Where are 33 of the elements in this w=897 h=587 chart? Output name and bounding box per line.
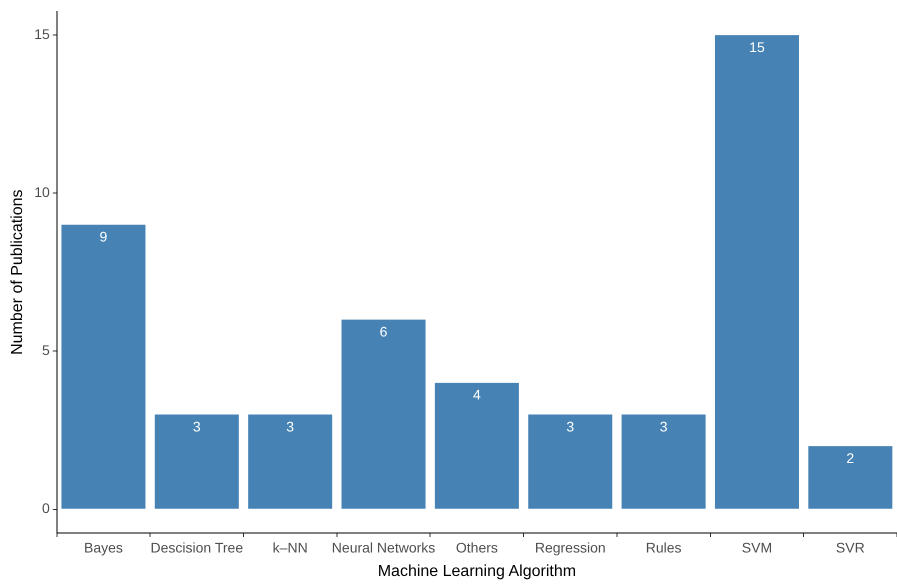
- bar: [61, 224, 146, 509]
- x-tick-label: Neural Networks: [332, 539, 436, 556]
- x-tick-label: Rules: [646, 539, 682, 556]
- data-label: 6: [380, 323, 388, 340]
- data-label: 3: [286, 418, 294, 434]
- data-label: 4: [472, 386, 481, 403]
- y-tick-label: 0: [42, 500, 50, 516]
- x-tick-label: Bayes: [84, 539, 123, 556]
- data-label: 9: [100, 228, 108, 245]
- x-tick-label: Regression: [534, 539, 606, 556]
- data-label: 3: [660, 418, 668, 434]
- bar: [154, 414, 239, 509]
- x-tick-label: SVM: [742, 539, 772, 556]
- x-tick-label: SVR: [836, 539, 865, 556]
- bar: [248, 414, 332, 509]
- bar: [434, 382, 519, 509]
- data-label: 3: [192, 418, 201, 434]
- bar: [714, 35, 799, 509]
- x-tick-label: Others: [456, 539, 498, 556]
- y-tick-label: 5: [42, 342, 50, 358]
- y-axis-title: Number of Publications: [9, 189, 26, 355]
- x-tick-label: k–NN: [272, 539, 308, 556]
- y-tick-label: 15: [34, 26, 50, 42]
- bar: [342, 320, 426, 509]
- bar: [528, 414, 612, 509]
- data-label: 15: [749, 38, 765, 55]
- data-label: 2: [846, 450, 854, 466]
- bar: [622, 414, 706, 509]
- y-tick-label: 10: [34, 184, 50, 200]
- bar: [808, 446, 892, 509]
- x-axis-title: Machine Learning Algorithm: [378, 562, 576, 580]
- x-tick-label: Descision Tree: [150, 539, 244, 556]
- data-label: 3: [566, 418, 574, 434]
